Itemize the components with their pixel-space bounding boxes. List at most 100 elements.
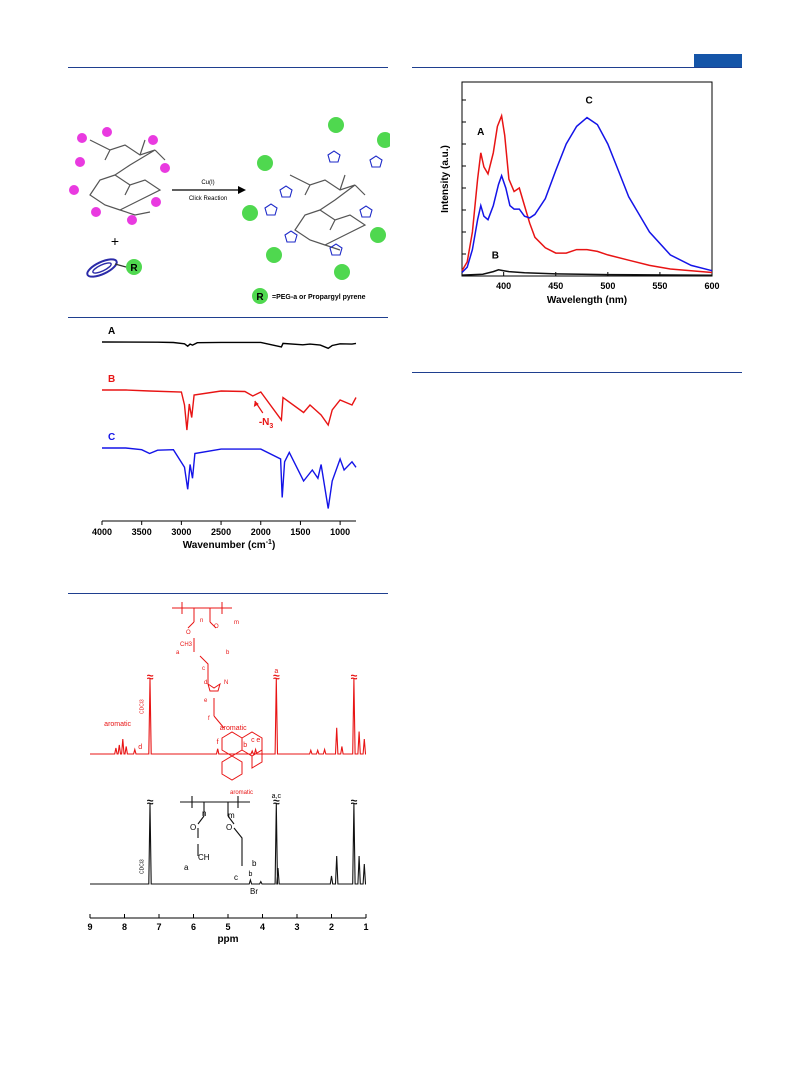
- x-tick-label: 4: [260, 922, 265, 932]
- axis-break-icon: ≈: [273, 670, 280, 684]
- nmr-label-ac: a,c: [272, 793, 282, 800]
- plot-frame: [461, 81, 713, 277]
- x-tick-label: 1: [363, 922, 368, 932]
- fluor-series-label-C: C: [585, 96, 592, 107]
- alkyne-reagent: R: [86, 258, 142, 278]
- x-tick-label: 5: [225, 922, 230, 932]
- r-group-icon: [126, 259, 142, 275]
- ftir-spectra-chart: 4000 3500 3000 2500 2000 1500 1000 Wavenumber (…: [92, 326, 357, 551]
- azide-arrowhead-icon: [253, 401, 259, 407]
- azide-group-icons: [69, 127, 170, 225]
- structure-bottom-label-o: O: [226, 823, 232, 832]
- ftir-series-B: [102, 389, 357, 431]
- structure-top-label-e: e: [204, 698, 208, 704]
- fluor-series-B: [461, 269, 713, 277]
- nmr-label-c: c: [251, 737, 255, 744]
- structure-top-triazole-n: N: [224, 680, 228, 686]
- rule-right-mid: [412, 372, 742, 373]
- pyrene-polymer-structure: [172, 602, 263, 781]
- axis-break-icon: ≈: [273, 795, 280, 809]
- x-tick-label: 3: [294, 922, 299, 932]
- ftir-series-label-C: C: [108, 432, 115, 443]
- axis-break-icon: ≈: [147, 670, 154, 684]
- fluor-series-label-B: B: [492, 250, 499, 261]
- x-tick-label: 400: [496, 281, 511, 291]
- structure-top-label-o: O: [186, 630, 191, 636]
- product-skeleton: [289, 174, 367, 251]
- nmr-series-top: [90, 678, 367, 755]
- triazole-groups: [264, 150, 383, 256]
- azide-polymer-skeleton: [89, 139, 166, 216]
- click-reaction-scheme: + R Cu(I) Click Reaction R =PEG-a or Pro…: [69, 117, 390, 304]
- structure-bottom-label-b: b: [252, 859, 257, 868]
- structure-top-label-o: O: [214, 624, 219, 630]
- nmr-label-b-bottom: b: [248, 871, 252, 878]
- structure-bottom-label-c: c: [234, 873, 238, 882]
- axis-break-icon: ≈: [351, 670, 358, 684]
- structure-top-label-f: f: [208, 716, 210, 722]
- x-tick-label: 1000: [330, 527, 350, 537]
- rule-scheme-bottom: [68, 317, 388, 318]
- x-tick-label: 3500: [132, 527, 152, 537]
- fluorescence-spectra-chart: 400 450 500 550 600 Wavelength (nm) Intensity …: [440, 81, 720, 306]
- rule-ftir-bottom: [68, 593, 388, 594]
- x-tick-label: 600: [704, 281, 719, 291]
- x-axis-label: ppm: [217, 934, 238, 945]
- x-axis-label: Wavenumber (cm-1): [183, 539, 276, 551]
- fluor-series-C: [461, 116, 713, 274]
- legend-r-icon: [252, 288, 268, 304]
- structure-top-label-a: a: [176, 650, 180, 656]
- x-tick-label: 2500: [211, 527, 231, 537]
- x-tick-label: 550: [652, 281, 667, 291]
- structure-bottom-label-o: O: [190, 823, 196, 832]
- r-label-reagent: R: [130, 263, 138, 274]
- header-tab: [694, 54, 742, 67]
- axis-break-icon: ≈: [351, 795, 358, 809]
- x-tick-label: 8: [122, 922, 127, 932]
- nmr-label-f: f: [217, 739, 219, 746]
- x-tick-label: 3000: [171, 527, 191, 537]
- nmr-label-a: a: [274, 668, 278, 675]
- bromo-polymer-structure: [180, 796, 250, 866]
- x-tick-label: 2000: [251, 527, 271, 537]
- structure-bottom-label-a: a: [184, 863, 189, 872]
- ftir-series-C: [102, 447, 357, 509]
- nmr-label-d: d: [138, 744, 142, 751]
- x-tick-label: 450: [548, 281, 563, 291]
- x-tick-label: 1500: [290, 527, 310, 537]
- structure-top-label-m: m: [234, 620, 239, 626]
- x-tick-label: 6: [191, 922, 196, 932]
- nmr-label-e: e: [256, 737, 260, 744]
- structure-top-label-n: n: [200, 618, 203, 624]
- reagent-label: Cu(I): [201, 180, 214, 186]
- ftir-series-label-A: A: [108, 326, 115, 337]
- structure-bottom-label-n: n: [202, 809, 206, 818]
- x-tick-label: 7: [156, 922, 161, 932]
- axis-break-icon: ≈: [147, 795, 154, 809]
- nmr-label-cdcl3-bottom: CDCl3: [139, 859, 145, 874]
- x-tick-label: 2: [329, 922, 334, 932]
- nmr-label-cdcl3-top: CDCl3: [139, 699, 145, 714]
- structure-top-label-b: b: [226, 650, 230, 656]
- reaction-name: Click Reaction: [189, 196, 227, 202]
- header-rule-right: [412, 67, 742, 68]
- legend-text: =PEG-a or Propargyl pyrene: [272, 294, 366, 301]
- header-rule-left: [68, 67, 388, 68]
- x-tick-label: 9: [87, 922, 92, 932]
- pyrene-ring-icon: [221, 731, 263, 781]
- ftir-series-label-B: B: [108, 374, 115, 385]
- x-axis-label: Wavelength (nm): [547, 295, 627, 306]
- x-tick-label: 4000: [92, 527, 112, 537]
- structure-top-label-aromatic: aromatic: [230, 790, 253, 796]
- arrowhead-icon: [238, 186, 246, 194]
- nmr-label-aromatic-mid: aromatic: [220, 725, 247, 732]
- plus-sign: +: [111, 233, 119, 249]
- azide-annotation: -N3: [259, 417, 274, 430]
- structure-top-label-d: d: [204, 680, 207, 686]
- legend-r-label: R: [256, 292, 264, 303]
- structure-top-label-ch3: CH3: [180, 642, 193, 648]
- structure-bottom-label-m: m: [228, 811, 235, 820]
- structure-bottom-label-br: Br: [250, 887, 258, 896]
- fluor-series-label-A: A: [477, 127, 484, 138]
